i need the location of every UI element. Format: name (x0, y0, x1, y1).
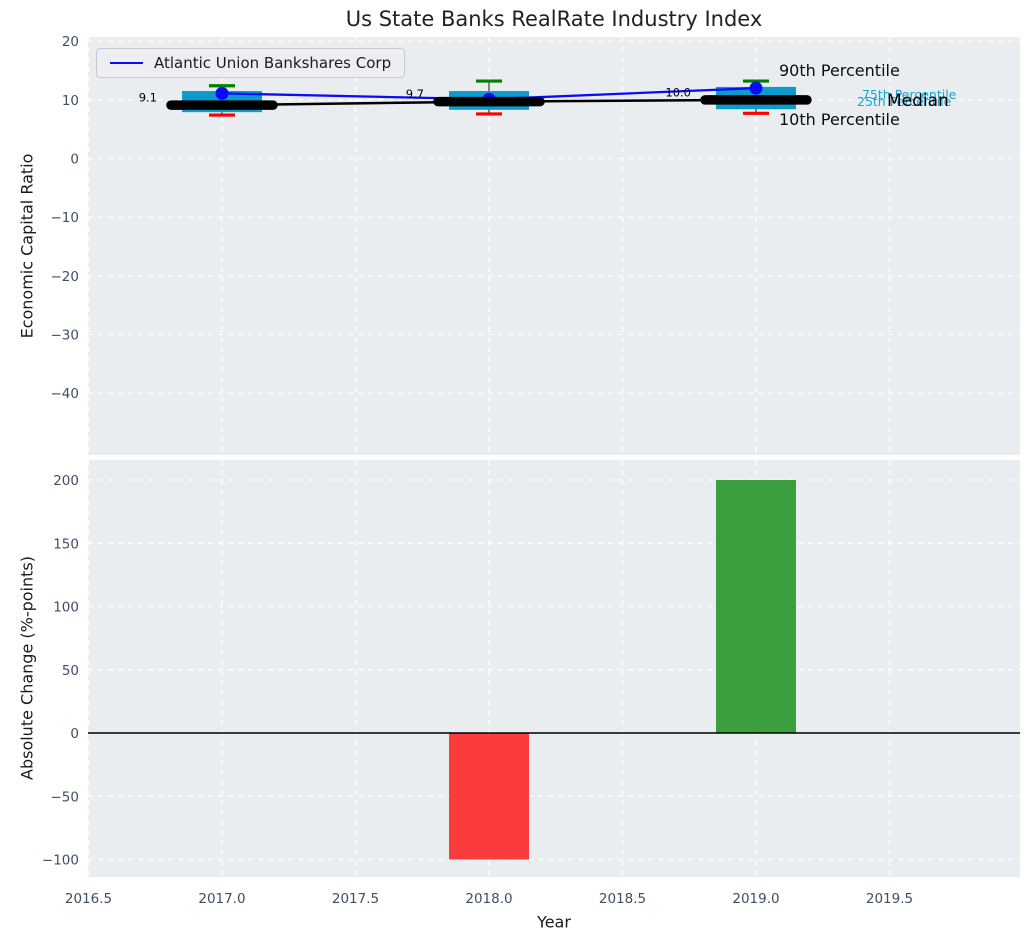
x-tick-label: 2017.5 (332, 891, 379, 907)
label-90th-percentile: 90th Percentile (779, 61, 900, 80)
top-y-tick-label: −30 (51, 328, 80, 344)
label-25th-percentile: 25th Percentile (857, 94, 952, 109)
top-y-tick-label: 20 (62, 34, 79, 50)
label-75th-percentile: 75th Percentile (862, 87, 957, 102)
legend: Atlantic Union Bankshares Corp (96, 48, 406, 78)
company-marker-2019 (749, 81, 763, 95)
bottom-y-tick-label: 200 (53, 473, 79, 489)
top-y-axis-label: Economic Capital Ratio (17, 153, 37, 339)
x-tick-label: 2018.0 (465, 891, 512, 907)
bottom-plot-area (88, 460, 1020, 877)
legend-label: Atlantic Union Bankshares Corp (154, 54, 392, 72)
label-10th-percentile: 10th Percentile (779, 110, 900, 129)
x-tick-label: 2018.5 (599, 891, 646, 907)
bottom-y-tick-label: 0 (70, 726, 79, 742)
bottom-y-tick-label: 150 (53, 536, 79, 552)
x-tick-label: 2017.0 (198, 891, 245, 907)
chart-title: Us State Banks RealRate Industry Index (345, 7, 763, 31)
top-y-tick-label: −20 (51, 269, 80, 285)
top-y-tick-label: 10 (62, 93, 79, 109)
bottom-y-tick-label: −50 (51, 789, 80, 805)
median-annotation-2017: 9.1 (139, 91, 157, 105)
x-tick-label: 2019.0 (732, 891, 779, 907)
median-annotation-2019: 10.0 (665, 85, 691, 99)
x-tick-label: 2016.5 (65, 891, 112, 907)
legend-line-swatch (110, 62, 143, 64)
x-axis-label: Year (537, 912, 571, 932)
bar-2019 (716, 480, 796, 733)
top-y-tick-label: −40 (51, 386, 80, 402)
x-tick-label: 2019.5 (866, 891, 913, 907)
median-annotation-2018: 9.7 (406, 87, 424, 101)
top-y-tick-label: 0 (70, 152, 79, 168)
bottom-y-tick-label: 50 (62, 663, 79, 679)
bottom-y-tick-label: −100 (42, 853, 79, 869)
bar-2018 (449, 733, 529, 860)
bottom-y-axis-label: Absolute Change (%-points) (17, 556, 37, 780)
top-y-tick-label: −10 (51, 210, 80, 226)
company-marker-2017 (215, 86, 229, 100)
label-median: Median (887, 91, 949, 111)
bottom-y-tick-label: 100 (53, 600, 79, 616)
